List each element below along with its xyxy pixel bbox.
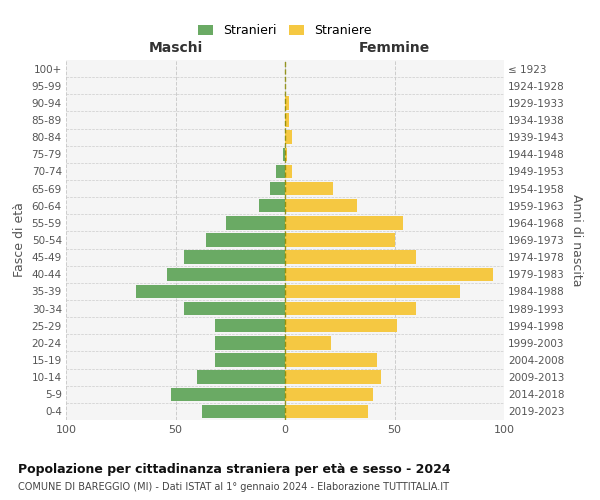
Bar <box>285 96 289 110</box>
Bar <box>285 336 331 349</box>
Bar <box>226 216 285 230</box>
Bar <box>184 250 285 264</box>
Bar <box>276 164 285 178</box>
Bar <box>285 182 333 196</box>
Legend: Stranieri, Straniere: Stranieri, Straniere <box>193 20 377 42</box>
Bar <box>285 388 373 401</box>
Bar <box>285 284 460 298</box>
Bar <box>285 370 382 384</box>
Bar <box>285 302 416 316</box>
Bar <box>202 404 285 418</box>
Y-axis label: Anni di nascita: Anni di nascita <box>571 194 583 286</box>
Bar <box>136 284 285 298</box>
Bar <box>285 216 403 230</box>
Bar <box>285 404 368 418</box>
Bar <box>283 148 285 161</box>
Bar <box>285 319 397 332</box>
Bar <box>285 250 416 264</box>
Text: Maschi: Maschi <box>148 41 203 55</box>
Bar <box>167 268 285 281</box>
Bar <box>269 182 285 196</box>
Bar <box>215 354 285 366</box>
Bar <box>285 164 292 178</box>
Bar <box>285 268 493 281</box>
Bar <box>215 336 285 349</box>
Text: Femmine: Femmine <box>359 41 430 55</box>
Bar <box>285 114 289 126</box>
Bar <box>259 199 285 212</box>
Bar <box>285 199 357 212</box>
Text: COMUNE DI BAREGGIO (MI) - Dati ISTAT al 1° gennaio 2024 - Elaborazione TUTTITALI: COMUNE DI BAREGGIO (MI) - Dati ISTAT al … <box>18 482 449 492</box>
Bar <box>285 234 395 246</box>
Bar <box>215 319 285 332</box>
Bar <box>171 388 285 401</box>
Bar <box>285 130 292 144</box>
Bar <box>285 148 287 161</box>
Y-axis label: Fasce di età: Fasce di età <box>13 202 26 278</box>
Bar <box>285 354 377 366</box>
Bar <box>206 234 285 246</box>
Text: Popolazione per cittadinanza straniera per età e sesso - 2024: Popolazione per cittadinanza straniera p… <box>18 462 451 475</box>
Bar <box>197 370 285 384</box>
Bar <box>184 302 285 316</box>
